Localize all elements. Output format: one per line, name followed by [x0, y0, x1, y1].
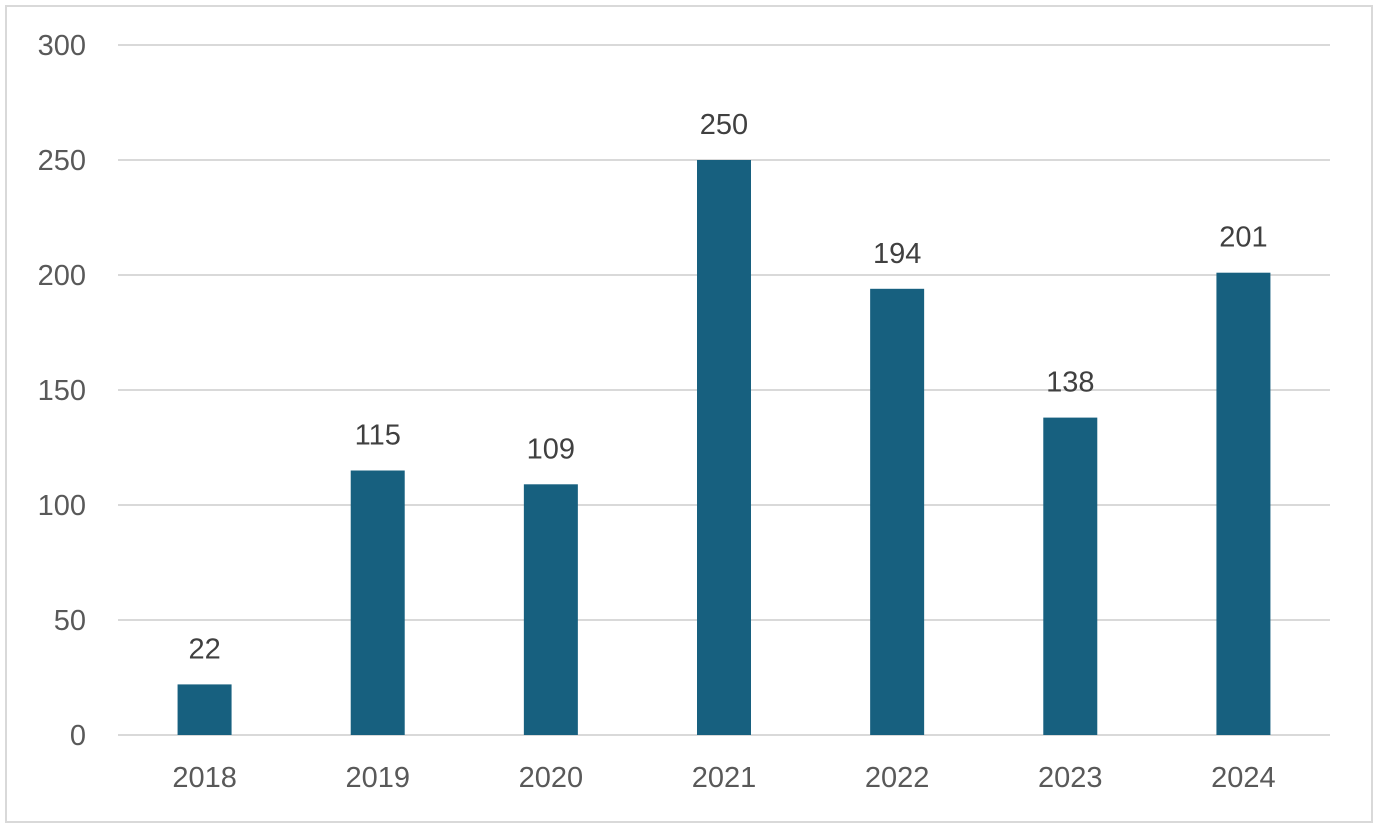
bar-2024 — [1216, 272, 1271, 735]
y-tick-label: 0 — [70, 720, 86, 752]
chart-frame — [5, 5, 1373, 823]
y-tick-label: 300 — [38, 30, 86, 62]
bar-2021 — [697, 160, 751, 735]
y-tick-label: 200 — [38, 260, 86, 292]
data-label-2021: 250 — [700, 109, 748, 141]
data-labels: 22 115 109 250 194 138 201 — [188, 109, 1267, 665]
data-label-2023: 138 — [1046, 367, 1094, 399]
x-tick-label-2023: 2023 — [1038, 762, 1103, 794]
data-label-2020: 109 — [527, 433, 575, 465]
bar-2023 — [1043, 417, 1098, 735]
bar-2020 — [523, 484, 578, 735]
y-tick-label: 150 — [38, 375, 86, 407]
x-tick-label-2020: 2020 — [519, 762, 584, 794]
x-tick-label-2018: 2018 — [172, 762, 237, 794]
x-axis-tick-labels: 2018 2019 2020 2021 2022 2023 2024 — [172, 762, 1275, 794]
bar-2018 — [177, 684, 232, 735]
data-label-2022: 194 — [873, 238, 921, 270]
data-label-2018: 22 — [188, 633, 220, 665]
y-tick-label: 100 — [38, 490, 86, 522]
y-tick-label: 250 — [38, 145, 86, 177]
x-tick-label-2019: 2019 — [345, 762, 410, 794]
x-tick-label-2021: 2021 — [692, 762, 757, 794]
bar-2022 — [870, 288, 925, 735]
bars — [177, 160, 1271, 735]
y-axis-tick-labels: 0 50 100 150 200 250 300 — [38, 30, 86, 752]
bar-2019 — [350, 470, 405, 735]
data-label-2024: 201 — [1219, 222, 1267, 254]
x-tick-label-2022: 2022 — [865, 762, 930, 794]
y-tick-label: 50 — [54, 605, 86, 637]
data-label-2019: 115 — [355, 420, 401, 452]
x-tick-label-2024: 2024 — [1211, 762, 1276, 794]
